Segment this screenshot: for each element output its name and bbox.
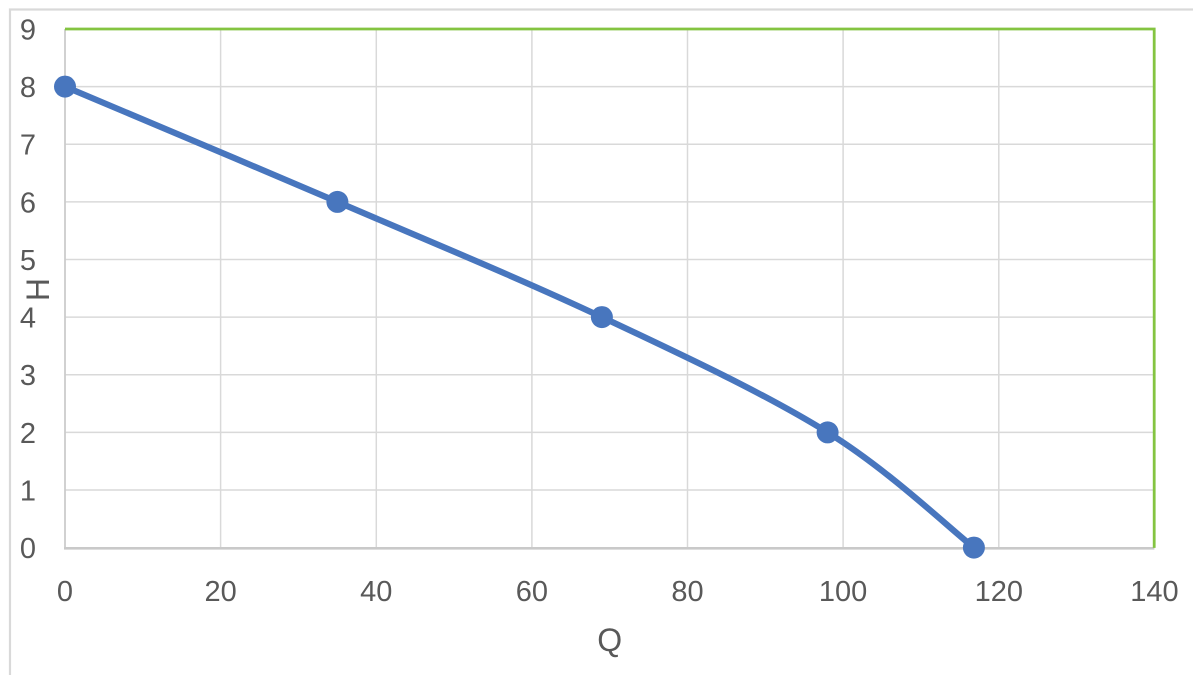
svg-text:20: 20 (204, 576, 236, 608)
svg-text:3: 3 (20, 360, 36, 392)
svg-text:60: 60 (516, 576, 548, 608)
svg-text:4: 4 (20, 303, 36, 335)
svg-text:H: H (20, 278, 56, 301)
svg-text:80: 80 (671, 576, 703, 608)
svg-text:2: 2 (20, 418, 36, 450)
svg-text:40: 40 (360, 576, 392, 608)
svg-text:9: 9 (20, 15, 36, 47)
svg-text:0: 0 (57, 576, 73, 608)
svg-text:7: 7 (20, 130, 36, 162)
svg-text:1: 1 (20, 476, 36, 508)
svg-text:120: 120 (975, 576, 1023, 608)
svg-text:0: 0 (20, 533, 36, 565)
svg-text:5: 5 (20, 245, 36, 277)
svg-text:8: 8 (20, 72, 36, 104)
svg-text:100: 100 (819, 576, 867, 608)
svg-text:140: 140 (1130, 576, 1178, 608)
svg-text:6: 6 (20, 187, 36, 219)
svg-text:Q: Q (597, 622, 622, 658)
